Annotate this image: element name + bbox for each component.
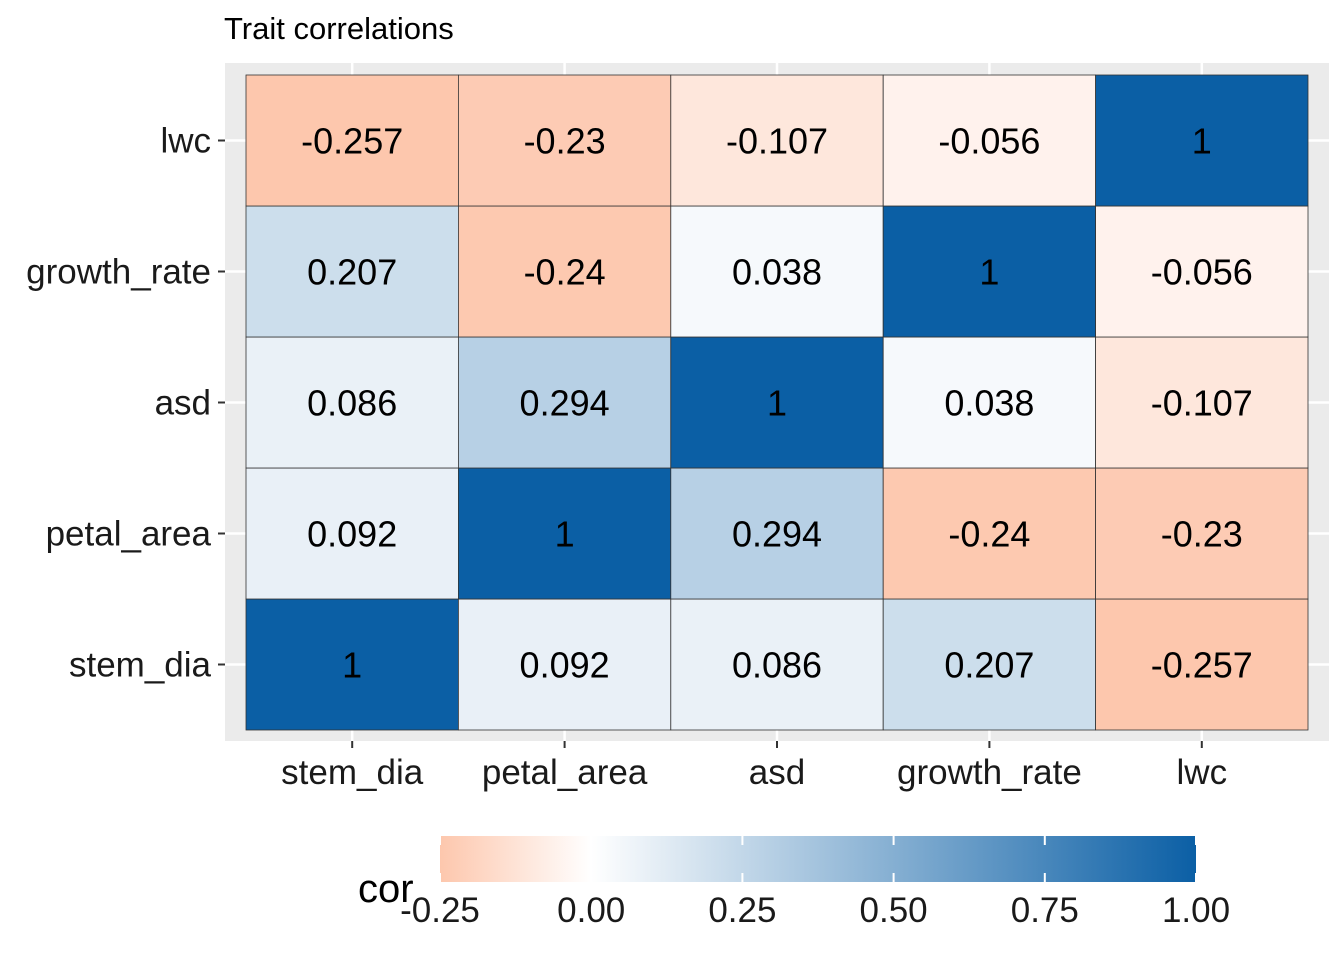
cell-value-label: 0.294 [732,514,822,555]
heatmap-cell [457,598,672,731]
cell-value-label: -0.257 [1151,645,1253,686]
cell-value-label: -0.056 [938,121,1040,162]
y-tick-label: stem_dia [69,646,212,685]
x-axis: stem_dia petal_area asd growth_rate lwc [281,741,1227,792]
legend-tick-label: 0.25 [708,891,776,930]
heatmap-cell [245,336,459,469]
x-tick-label: stem_dia [281,753,424,792]
legend-tick-label: 0.00 [557,891,625,930]
cell-value-label: 1 [979,252,999,293]
x-tick-label: growth_rate [897,753,1082,792]
heatmap-cell [670,205,884,338]
color-legend: cor -0.25 0.00 0.25 0.50 0.75 1.00 [358,836,1230,930]
heatmap-cell [1095,205,1309,338]
cell-value-label: -0.107 [726,121,828,162]
heatmap-cell [670,467,884,600]
cell-value-label: 0.086 [307,383,397,424]
y-tick-label: lwc [160,122,211,161]
legend-tick-label: 0.50 [860,891,928,930]
heatmap-cell [670,336,884,469]
cell-value-label: 0.038 [732,252,822,293]
cell-value-label: -0.23 [1161,514,1243,555]
heatmap-cell [882,598,1097,731]
legend-title: cor [358,867,414,911]
y-tick-label: asd [155,384,211,423]
heatmap-cells: 1 0.092 0.086 0.207 -0.257 0.092 1 0.294 -0.24 -0… [245,74,1309,731]
y-tick-label: growth_rate [26,253,211,292]
heatmap-cell [882,74,1097,207]
cell-value-label: 0.207 [307,252,397,293]
cell-value-label: 0.038 [944,383,1034,424]
heatmap-cell [245,598,459,731]
cell-value-label: 0.294 [520,383,610,424]
x-tick-label: lwc [1177,753,1228,792]
cell-value-label: -0.056 [1151,252,1253,293]
heatmap-cell [882,467,1097,600]
colorbar [440,836,1196,882]
heatmap-cell [245,205,459,338]
heatmap-cell [457,467,672,600]
heatmap-cell [882,336,1097,469]
cell-value-label: -0.257 [301,121,403,162]
cell-value-label: -0.23 [524,121,606,162]
cell-value-label: -0.24 [948,514,1030,555]
cell-value-label: 1 [555,514,575,555]
chart-title: Trait correlations [224,11,454,46]
cell-value-label: 1 [767,383,787,424]
legend-tick-label: -0.25 [400,891,480,930]
x-tick-label: petal_area [482,753,648,792]
cell-value-label: -0.107 [1151,383,1253,424]
heatmap-cell [1095,74,1309,207]
heatmap-cell [245,467,459,600]
cell-value-label: 0.207 [944,645,1034,686]
heatmap-cell [670,74,884,207]
cell-value-label: 0.092 [520,645,610,686]
heatmap-cell [1095,598,1309,731]
cell-value-label: -0.24 [524,252,606,293]
legend-tick-label: 0.75 [1011,891,1079,930]
heatmap-cell [245,74,459,207]
y-axis: stem_dia petal_area asd growth_rate lwc [26,122,225,685]
cell-value-label: 1 [1192,121,1212,162]
x-tick-label: asd [749,753,805,792]
heatmap-cell [1095,336,1309,469]
heatmap-cell [1095,467,1309,600]
y-tick-label: petal_area [46,515,212,554]
cell-value-label: 0.086 [732,645,822,686]
cell-value-label: 1 [342,645,362,686]
heatmap-cell [457,205,672,338]
legend-tick-label: 1.00 [1162,891,1230,930]
cell-value-label: 0.092 [307,514,397,555]
heatmap-cell [457,74,672,207]
